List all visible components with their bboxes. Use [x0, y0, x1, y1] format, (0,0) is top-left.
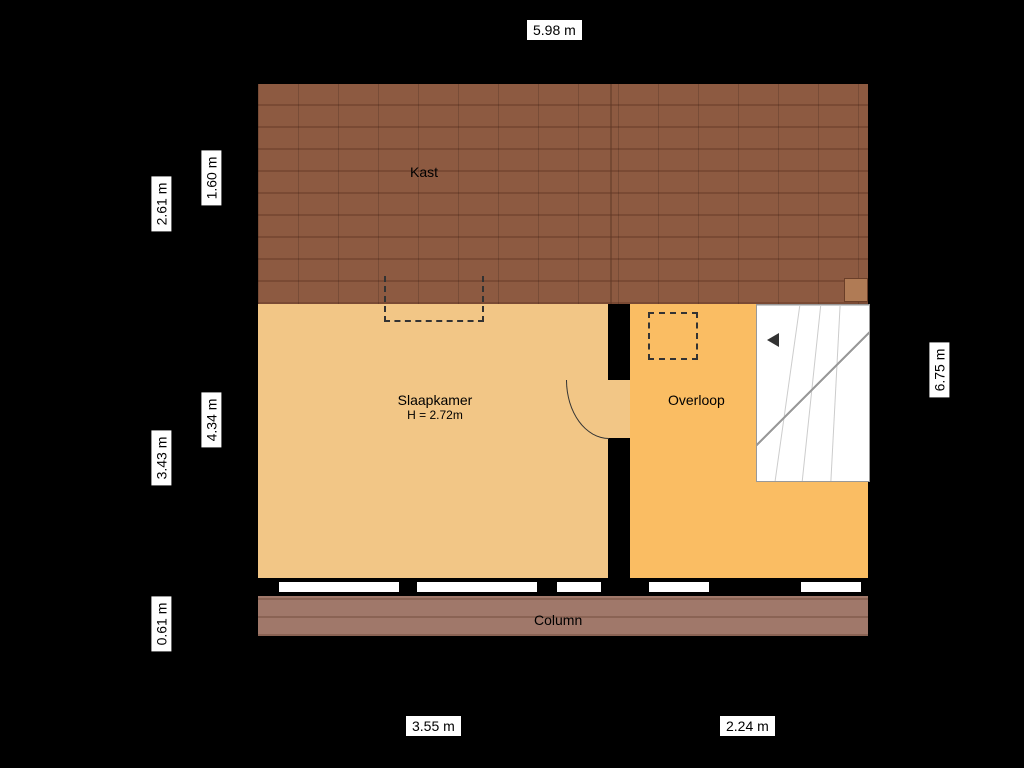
- window-5: [800, 582, 862, 592]
- column-label: Column: [534, 612, 582, 628]
- dim-top: 5.98 m: [527, 20, 582, 40]
- slaapkamer-name: Slaapkamer: [370, 392, 500, 408]
- roof-detail: [844, 278, 868, 302]
- dashed-kast: [384, 276, 484, 322]
- overloop-label: Overloop: [668, 392, 725, 408]
- dim-left-outer-bot: 0.61 m: [151, 597, 171, 652]
- dim-right: 6.75 m: [929, 343, 949, 398]
- slaapkamer-height: H = 2.72m: [370, 408, 500, 422]
- dim-left-inner-mid: 4.34 m: [201, 393, 221, 448]
- window-4: [648, 582, 710, 592]
- dim-bottom-left: 3.55 m: [406, 716, 461, 736]
- window-2: [416, 582, 538, 592]
- dim-left-inner-top: 1.60 m: [201, 151, 221, 206]
- slaapkamer-label: Slaapkamer H = 2.72m: [370, 392, 500, 422]
- dim-left-outer-mid: 3.43 m: [151, 431, 171, 486]
- door-opening: [608, 380, 630, 438]
- roof-area: [258, 84, 868, 304]
- window-3: [556, 582, 602, 592]
- slaapkamer-floor: [258, 304, 608, 578]
- stairs: [756, 304, 870, 482]
- window-1: [278, 582, 400, 592]
- roof-seam: [610, 84, 612, 304]
- dim-bottom-right: 2.24 m: [720, 716, 775, 736]
- dim-left-outer-top: 2.61 m: [151, 177, 171, 232]
- inner-wall: [608, 304, 630, 596]
- dashed-overloop: [648, 312, 698, 360]
- kast-label: Kast: [410, 164, 438, 180]
